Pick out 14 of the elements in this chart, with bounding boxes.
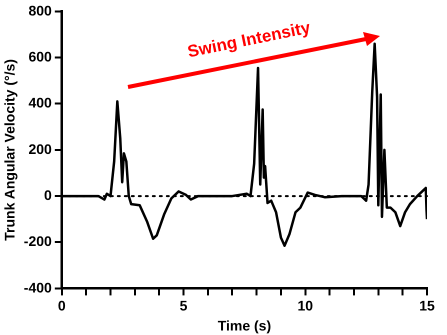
y-tick-label: 400: [28, 94, 52, 111]
x-tick-label: 0: [58, 298, 66, 314]
y-tick-label: -200: [24, 233, 52, 250]
y-tick-label: 200: [28, 140, 52, 157]
x-tick-label: 15: [419, 298, 435, 314]
x-tick-label: 10: [297, 298, 314, 314]
annotation: Swing Intensity: [186, 18, 312, 62]
y-tick-label: 800: [28, 2, 52, 18]
x-axis-title: Time (s): [218, 317, 272, 334]
x-tick-label: 5: [180, 298, 188, 314]
y-tick-label: 600: [28, 48, 52, 64]
y-tick-label: -400: [24, 279, 52, 296]
y-tick-label: 0: [44, 186, 52, 203]
y-axis-title: Trunk Angular Velocity (°/s): [1, 59, 18, 241]
